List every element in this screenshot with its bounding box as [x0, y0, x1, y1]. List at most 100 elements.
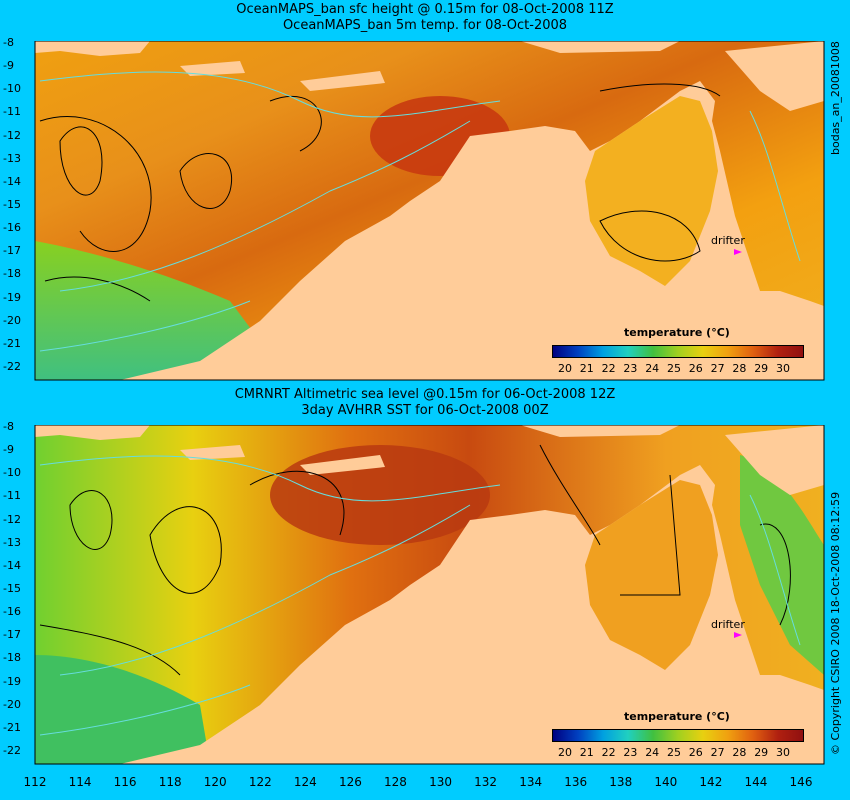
panel2-drifter-label: drifter	[711, 618, 745, 631]
panel1-land-islands	[35, 41, 150, 56]
panel2-y-tick-label: -22	[3, 744, 21, 757]
panel1-drifter-label: drifter	[711, 234, 745, 247]
panel2-y-tick-label: -13	[3, 535, 21, 549]
panel2-drifter-marker	[734, 632, 742, 638]
panel2-colorbar-title: temperature (°C)	[624, 710, 730, 723]
panel1-colorbar	[552, 345, 804, 358]
panel1-gulf	[585, 96, 718, 286]
panel2-y-tick-label: -18	[3, 651, 21, 665]
panel1-y-tick-label: -13	[3, 151, 21, 165]
panel2-y-tick-label: -20	[3, 697, 21, 711]
x-tick-label: 128	[384, 775, 407, 789]
x-tick-label: 144	[744, 775, 768, 789]
panel1-colorbar-tick: 21	[579, 362, 594, 375]
x-tick-label: 122	[248, 775, 272, 789]
panel2-y-tick-label: -19	[3, 674, 21, 688]
panel2-land-timor	[300, 455, 385, 475]
panel2-gulf	[585, 480, 718, 670]
panel1-colorbar-tick: 20	[558, 362, 572, 375]
panel2-colorbar-tick: 26	[688, 746, 703, 759]
panel2-y-tick-label: -21	[3, 720, 21, 734]
panel2-map	[34, 425, 825, 765]
panel1-colorbar-tick: 28	[732, 362, 747, 375]
x-tick-label: 112	[23, 775, 47, 789]
x-tick-label: 136	[564, 775, 588, 789]
panel2-colorbar-tick: 23	[623, 746, 638, 759]
panel2-frame	[34, 425, 825, 765]
panel1-y-tick-label: -8	[3, 36, 14, 49]
panel2-y-tick-label: -11	[3, 489, 21, 503]
panel1-land-newguinea	[520, 41, 680, 53]
panel2-land-newguinea	[520, 425, 680, 437]
panel1-land-island2	[180, 61, 245, 76]
panel2-colorbar-tick: 29	[754, 746, 769, 759]
panel1-colorbar-tick: 27	[710, 362, 725, 375]
panel1-colorbar-tick: 25	[667, 362, 681, 375]
panel1-y-tick-label: -14	[3, 174, 21, 188]
x-tick-label: 114	[68, 775, 92, 789]
panel2-bathymetry-contours	[39, 455, 801, 736]
panel2-colorbar-tick: 28	[732, 746, 747, 759]
x-tick-label: 126	[338, 775, 362, 789]
panel1-y-tick-label: -15	[3, 198, 21, 211]
panel2-y-tick-label: -15	[3, 582, 21, 595]
x-tick-label: 140	[654, 775, 678, 789]
panel1-bathymetry-contours	[39, 71, 801, 352]
panel2-side-label: © Copyright CSIRO 2008 18-Oct-2008 08:12…	[829, 491, 842, 755]
panel2-sea-level-contours	[39, 444, 791, 676]
panel1-drifter-marker	[734, 249, 742, 255]
panel2-colorbar-tick: 22	[601, 746, 616, 759]
panel1-colorbar-tick: 23	[623, 362, 638, 375]
panel2-land-island2	[180, 445, 245, 460]
panel1-y-tick-label: -22	[3, 360, 21, 373]
panel1-map	[34, 41, 825, 381]
panel1-frame	[34, 41, 825, 381]
x-tick-label: 118	[158, 775, 182, 789]
panel2-y-tick-label: -12	[3, 512, 21, 526]
panel1-title-line1: OceanMAPS_ban sfc height @ 0.15m for 08-…	[236, 2, 614, 17]
panel2-colorbar-tick: 30	[776, 746, 790, 759]
panel1-y-tick-label: -9	[3, 59, 14, 73]
panel2-land-islands	[35, 425, 150, 440]
panel1-y-tick-label: -21	[3, 336, 21, 350]
panel1-colorbar-title: temperature (°C)	[624, 326, 730, 339]
panel2-colorbar-tick: 27	[710, 746, 725, 759]
x-tick-label: 138	[609, 775, 633, 789]
x-tick-label: 124	[293, 775, 317, 789]
panel1-colorbar-tick: 30	[776, 362, 790, 375]
panel1-y-tick-label: -19	[3, 290, 21, 304]
panel1-land-png	[725, 41, 824, 111]
panel1-colorbar-tick: 24	[645, 362, 660, 375]
panel2-colorbar-tick: 21	[579, 746, 594, 759]
panel2-title-line2: 3day AVHRR SST for 06-Oct-2008 00Z	[301, 403, 549, 418]
panel1-colorbar-tick: 22	[601, 362, 616, 375]
panel1-y-tick-label: -12	[3, 128, 21, 142]
panel2-y-tick-label: -8	[3, 420, 14, 433]
panel2-colorbar	[552, 729, 804, 742]
panel2-cool-east	[740, 455, 824, 675]
panel2-y-tick-label: -16	[3, 605, 21, 619]
panel1-height-contours	[39, 83, 721, 302]
x-tick-label: 130	[429, 775, 452, 789]
panel2-colorbar-tick: 24	[645, 746, 660, 759]
panel1-land-timor	[300, 71, 385, 91]
panel1-y-tick-label: -17	[3, 244, 21, 258]
panel1-y-tick-label: -11	[3, 105, 21, 119]
panel2-y-tick-label: -17	[3, 628, 21, 642]
panel1-cool-region	[35, 241, 260, 380]
panel2-cool-region	[35, 655, 210, 764]
panel1-y-tick-label: -20	[3, 313, 21, 327]
panel1-title-line2: OceanMAPS_ban 5m temp. for 08-Oct-2008	[282, 18, 568, 33]
panel2-title-line1: CMRNRT Altimetric sea level @0.15m for 0…	[234, 387, 616, 402]
panel2-y-tick-label: -14	[3, 558, 21, 572]
panel2-colorbar-tick: 20	[558, 746, 572, 759]
panel1-y-tick-label: -16	[3, 221, 21, 235]
panel1-colorbar-tick: 26	[688, 362, 703, 375]
panel1-y-tick-label: -18	[3, 267, 21, 281]
panel1-colorbar-tick: 29	[754, 362, 769, 375]
x-tick-label: 116	[113, 775, 137, 789]
x-tick-label: 146	[789, 775, 813, 789]
panel1-side-label: bodas_an_20081008	[829, 41, 842, 155]
panel2-colorbar-tick: 25	[667, 746, 681, 759]
x-tick-label: 120	[203, 775, 227, 789]
